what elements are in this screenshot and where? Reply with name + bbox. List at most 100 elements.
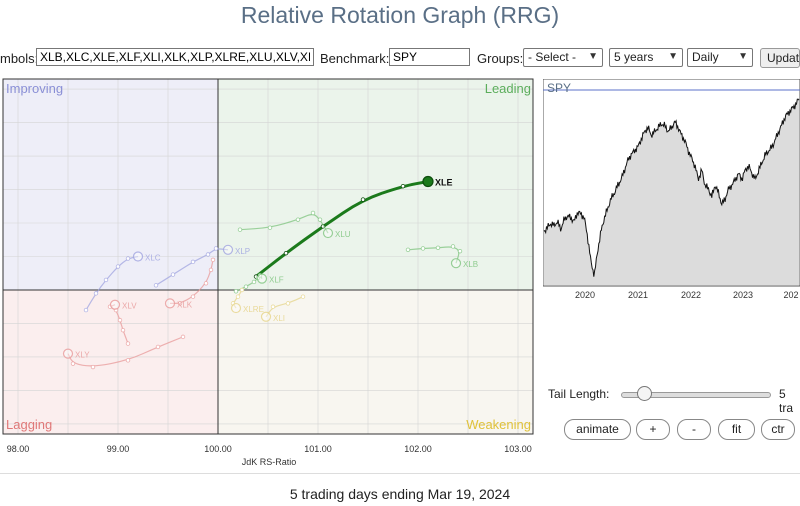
x-tick-labels: 98.00 99.00 100.00 101.00 102.00 103.00 xyxy=(7,444,532,454)
tail-point xyxy=(310,210,316,216)
footer-caption: 5 trading days ending Mar 19, 2024 xyxy=(0,473,800,502)
weakening-label: Weakening xyxy=(466,417,531,432)
tail-point xyxy=(210,257,216,263)
tail-point xyxy=(203,281,209,286)
rrg-tails[interactable]: XLE XLU XLB XLF XLP XLC XLK XLV XLY XLRE XLI xyxy=(62,175,479,370)
tail-xlc[interactable]: XLC xyxy=(83,251,161,313)
tail-length-slider-thumb[interactable] xyxy=(637,386,652,401)
spy-price-area xyxy=(544,99,799,285)
x-tick-label: 102.00 xyxy=(404,444,432,454)
tail-point xyxy=(155,344,161,350)
tail-length-slider-track[interactable] xyxy=(621,392,771,398)
lagging-quadrant xyxy=(3,289,218,434)
tail-point xyxy=(435,245,441,250)
benchmark-label: Benchmark: xyxy=(320,51,390,66)
tail-label: XLF xyxy=(269,276,284,285)
tail-label: XLRE xyxy=(243,305,264,314)
tail-label: XLU xyxy=(335,230,351,239)
tail-point xyxy=(400,183,406,189)
improving-quadrant xyxy=(3,79,218,290)
tail-head-point[interactable] xyxy=(422,175,434,188)
tail-head-point[interactable] xyxy=(260,311,272,322)
plot-frame xyxy=(2,78,534,435)
benchmark-input[interactable] xyxy=(389,48,470,66)
tail-point xyxy=(153,283,159,288)
groups-select-value: - Select - xyxy=(528,50,577,64)
tail-point xyxy=(83,307,89,313)
update-button[interactable]: Updat xyxy=(760,48,800,68)
tail-point xyxy=(317,217,323,222)
tail-point xyxy=(450,244,456,249)
x-tick-label: 98.00 xyxy=(7,444,30,454)
tail-head-point[interactable] xyxy=(256,273,268,284)
symbols-input[interactable] xyxy=(36,48,314,66)
lagging-label: Lagging xyxy=(6,417,52,432)
spy-x-tick-label: 202 xyxy=(783,290,798,300)
tail-xli[interactable]: XLI xyxy=(260,294,306,323)
tail-point xyxy=(177,301,183,306)
fit-button[interactable]: fit xyxy=(718,419,755,440)
spy-x-tick-label: 2022 xyxy=(681,290,701,300)
groups-label: Groups: xyxy=(477,51,524,66)
tail-point xyxy=(70,361,76,366)
tail-label: XLC xyxy=(145,254,161,263)
tail-point xyxy=(251,279,257,285)
tail-xlp[interactable]: XLP xyxy=(153,244,250,288)
spy-x-tick-label: 2020 xyxy=(575,290,595,300)
tail-point xyxy=(120,327,126,333)
tail-point xyxy=(103,277,109,283)
tail-xlre[interactable]: XLRE xyxy=(230,287,264,314)
symbols-label: mbols: xyxy=(0,51,39,66)
tail-point xyxy=(190,294,196,299)
page-title: Relative Rotation Graph (RRG) xyxy=(240,2,560,28)
period-select[interactable]: 5 years ▼ xyxy=(609,48,683,67)
weakening-quadrant xyxy=(218,289,533,434)
tail-line xyxy=(255,180,429,278)
tail-point xyxy=(208,267,214,273)
tail-xlv[interactable]: XLV xyxy=(107,299,137,346)
spy-x-tick-label: 2021 xyxy=(628,290,648,300)
tail-xly[interactable]: XLY xyxy=(62,334,186,370)
tail-point xyxy=(170,272,176,277)
tail-head-point[interactable] xyxy=(164,298,176,309)
tail-head-point[interactable] xyxy=(450,258,462,269)
tail-label: XLK xyxy=(177,300,193,309)
groups-select[interactable]: - Select - ▼ xyxy=(523,48,603,67)
tail-point xyxy=(295,217,301,222)
spy-x-tick-labels: 2020 2021 2022 2023 202 xyxy=(575,290,799,300)
tail-head-point[interactable] xyxy=(109,299,121,310)
improving-label: Improving xyxy=(6,81,63,96)
tail-label: XLB xyxy=(463,260,478,269)
tail-length-label: Tail Length: xyxy=(548,387,610,401)
center-button[interactable]: ctr xyxy=(761,419,795,440)
tail-head-point[interactable] xyxy=(322,227,334,239)
x-tick-label: 101.00 xyxy=(304,444,332,454)
controls-bar: mbols: Benchmark: Groups: - Select - ▼ 5 … xyxy=(0,48,800,70)
tail-xle[interactable]: XLE xyxy=(253,175,453,279)
spy-x-tick-label: 2023 xyxy=(733,290,753,300)
tail-line xyxy=(67,336,184,367)
zoom-in-button[interactable]: + xyxy=(636,419,670,440)
tail-point xyxy=(233,289,239,294)
zoom-out-button[interactable]: - xyxy=(677,419,711,440)
chevron-down-icon: ▼ xyxy=(588,51,598,62)
tail-point xyxy=(125,256,131,261)
tail-xlu[interactable]: XLU xyxy=(237,210,351,239)
tail-xlb[interactable]: XLB xyxy=(405,244,478,270)
tail-head-point[interactable] xyxy=(222,244,234,255)
animate-button[interactable]: animate xyxy=(564,419,631,440)
rrg-chart[interactable]: Improving Leading Lagging Weakening XLEX… xyxy=(0,78,536,473)
x-tick-label: 100.00 xyxy=(204,444,232,454)
tail-xlk[interactable]: XLK xyxy=(164,257,216,309)
chevron-down-icon: ▼ xyxy=(738,51,748,62)
tail-head-point[interactable] xyxy=(132,251,144,262)
tail-head-point[interactable] xyxy=(230,302,242,314)
tail-point xyxy=(405,247,411,253)
tail-head-point[interactable] xyxy=(62,348,74,359)
period-select-value: 5 years xyxy=(614,50,654,64)
tail-point xyxy=(285,301,291,306)
tail-label: XLV xyxy=(122,302,137,311)
tail-label: XLP xyxy=(235,247,250,256)
tail-point xyxy=(360,197,366,202)
frequency-select[interactable]: Daily ▼ xyxy=(687,48,753,67)
